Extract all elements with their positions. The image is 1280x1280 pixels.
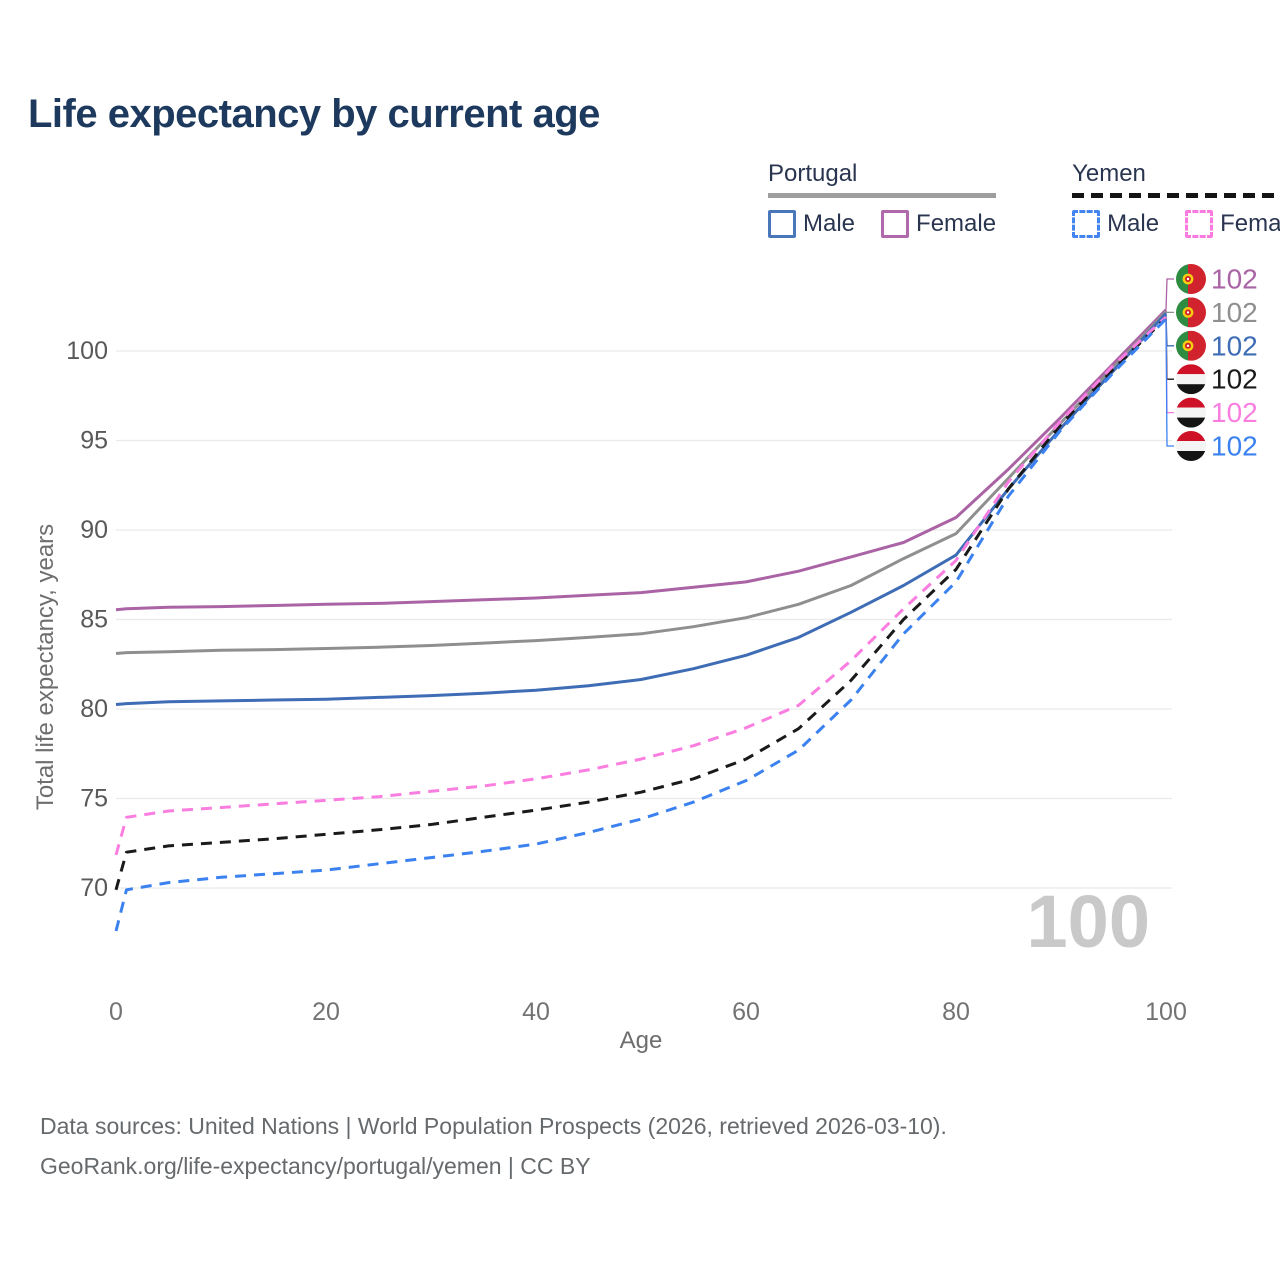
y-tick-label-80: 80 [80, 695, 108, 723]
end-value-label-yemen-both: 102 [1211, 364, 1258, 395]
y-tick-label-75: 75 [80, 785, 108, 813]
legend-line-sample-solid [768, 193, 997, 198]
legend-label-portugal-female[interactable]: Female [916, 210, 997, 237]
legend-group-yemen: Yemen Male Female [1072, 160, 1280, 238]
x-tick-label-0: 0 [109, 998, 123, 1026]
y-tick-label-95: 95 [80, 427, 108, 455]
portugal-flag-icon [1176, 264, 1206, 294]
checkbox-yemen-female-icon[interactable] [1185, 210, 1214, 238]
y-tick-label-100: 100 [66, 337, 108, 365]
footer: Data sources: United Nations | World Pop… [40, 1106, 947, 1186]
yemen-flag-icon [1176, 364, 1206, 395]
yemen-flag-icon [1176, 431, 1206, 461]
portugal-flag-icon [1176, 297, 1206, 328]
end-label-leader-portugal-both [1165, 311, 1174, 314]
legend-country-yemen: Yemen [1072, 160, 1146, 187]
page-title: Life expectancy by current age [28, 92, 600, 136]
x-tick-label-20: 20 [312, 998, 340, 1026]
checkbox-portugal-male-icon[interactable] [768, 210, 796, 238]
y-tick-label-70: 70 [80, 874, 108, 902]
legend-label-yemen-male[interactable]: Male [1107, 210, 1160, 237]
x-tick-label-100: 100 [1145, 998, 1187, 1026]
legend-label-yemen-female[interactable]: Female [1220, 210, 1280, 237]
legend-label-portugal-male[interactable]: Male [803, 210, 856, 237]
end-label-leader-yemen-male [1165, 318, 1174, 447]
legend-group-portugal: Portugal Male Female [768, 160, 997, 238]
x-tick-label-80: 80 [942, 998, 970, 1026]
legend-item-yemen-male[interactable]: Male [1072, 210, 1159, 238]
y-tick-label-90: 90 [80, 516, 108, 544]
legend-item-portugal-male[interactable]: Male [768, 210, 855, 238]
x-axis-title: Age [619, 1027, 663, 1054]
end-value-label-yemen-male: 102 [1211, 431, 1258, 462]
portugal-flag-icon [1176, 330, 1206, 361]
end-value-label-portugal-both: 102 [1211, 297, 1258, 328]
x-tick-label-40: 40 [522, 998, 550, 1026]
series-line-yemen-both [114, 316, 1168, 891]
x-tick-label-60: 60 [732, 998, 760, 1026]
series-line-yemen-male [114, 317, 1168, 932]
yemen-flag-icon [1176, 397, 1206, 428]
series-line-portugal-both [115, 310, 1168, 655]
legend: Portugal Male Female Yemen Male [768, 160, 1280, 238]
age-counter-watermark: 100 [1027, 880, 1150, 963]
end-label-leader-portugal-female [1165, 278, 1174, 310]
y-tick-label-85: 85 [80, 606, 108, 634]
end-label-leader-portugal-male [1165, 313, 1174, 347]
series-line-portugal-male [115, 312, 1168, 706]
checkbox-yemen-male-icon[interactable] [1072, 210, 1101, 238]
legend-item-portugal-female[interactable]: Female [881, 210, 996, 238]
end-value-label-portugal-female: 102 [1211, 264, 1258, 295]
legend-line-sample-dashed [1072, 193, 1280, 198]
y-axis-title: Total life expectancy, years [32, 523, 59, 811]
series-line-portugal-female [115, 308, 1168, 612]
footer-attribution: GeoRank.org/life-expectancy/portugal/yem… [40, 1153, 591, 1179]
legend-item-yemen-female[interactable]: Female [1185, 210, 1280, 238]
legend-country-portugal: Portugal [768, 160, 858, 187]
checkbox-portugal-female-icon[interactable] [881, 210, 910, 238]
footer-data-sources: Data sources: United Nations | World Pop… [40, 1113, 947, 1139]
end-value-label-yemen-female: 102 [1211, 397, 1258, 428]
end-value-label-portugal-male: 102 [1211, 330, 1258, 361]
series-line-yemen-female [114, 315, 1168, 856]
